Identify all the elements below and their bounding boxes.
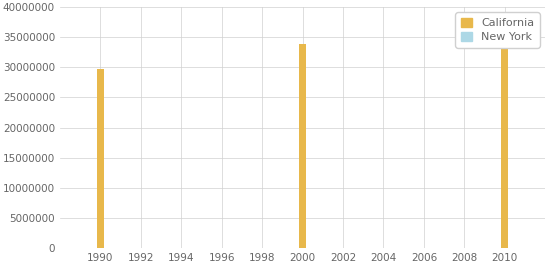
Bar: [501, 23, 509, 248]
Bar: [97, 69, 104, 248]
Bar: [97, 140, 104, 248]
Bar: [299, 134, 306, 248]
Bar: [501, 131, 509, 248]
Legend: California, New York: California, New York: [455, 12, 540, 48]
Bar: [299, 44, 306, 248]
